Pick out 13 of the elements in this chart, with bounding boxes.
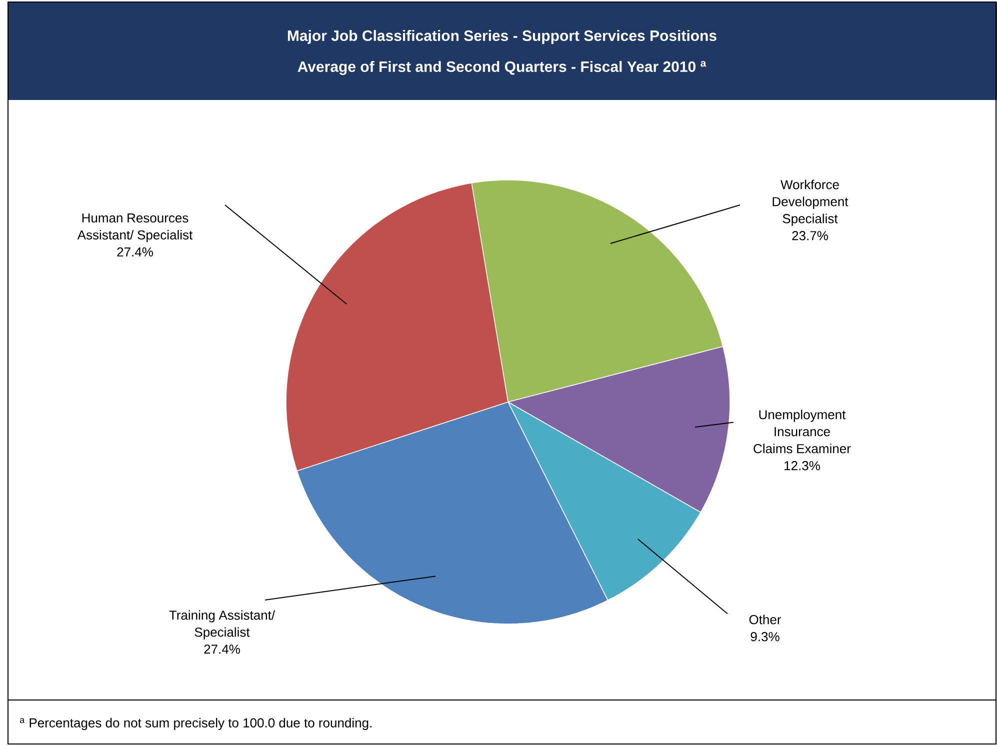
text: $^{a}$ Percentages do not sum precisely to 100.0 due to rounding. (20, 718, 372, 730)
slice-label: Training Assistant/ Specialist (169, 610, 276, 640)
data-label: 27.4% (117, 247, 153, 256)
slice-label: Human Resources Assistant/ Specialist (77, 213, 193, 242)
slice-label: Unemployment Insurance Claims Examiner (754, 410, 851, 454)
slice-label: Other (749, 614, 782, 624)
chart-subtitle: Average of First and Second Quarters - Fiscal Year 2010 $^{a}$ (298, 60, 706, 76)
data-label: 27.4% (204, 644, 240, 654)
chart-title: Major Job Classification Series - Support Services Positions (288, 30, 716, 44)
data-label: 23.7% (792, 231, 828, 240)
data-label: 12.3% (784, 461, 820, 470)
data-label: 9.3% (750, 632, 780, 642)
slice-label: Workforce Development Specialist (772, 180, 848, 226)
